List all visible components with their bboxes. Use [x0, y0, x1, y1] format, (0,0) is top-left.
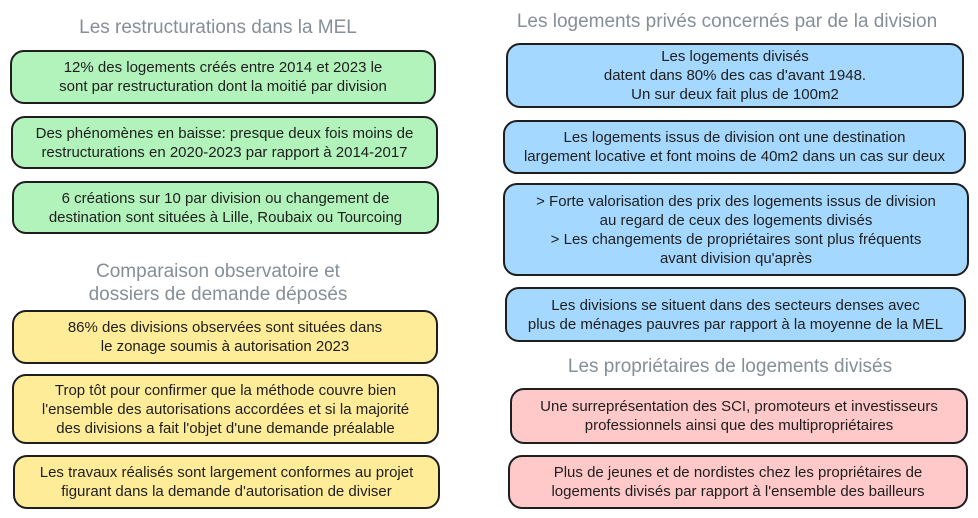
finding-box: Plus de jeunes et de nordistes chez les …: [508, 455, 968, 509]
finding-box: Des phénomènes en baisse: presque deux f…: [11, 116, 438, 169]
finding-box: Trop tôt pour confirmer que la méthode c…: [12, 374, 439, 444]
finding-box: 6 créations sur 10 par division ou chang…: [12, 181, 439, 234]
finding-box: Les logements issus de division ont une …: [503, 120, 966, 174]
section-title-comparaison: Comparaison observatoire et dossiers de …: [88, 261, 348, 305]
finding-box: 12% des logements créés entre 2014 et 20…: [10, 50, 436, 104]
finding-box: > Forte valorisation des prix des logeme…: [503, 183, 969, 276]
finding-box: Les travaux réalisés sont largement conf…: [13, 455, 440, 509]
section-title-proprietaires: Les propriétaires de logements divisés: [567, 356, 893, 377]
finding-box: Les divisions se situent dans des secteu…: [505, 287, 966, 342]
section-title-logements-prives: Les logements privés concernés par de la…: [516, 11, 938, 32]
finding-box: Les logements divisés datent dans 80% de…: [506, 43, 964, 108]
finding-box: Une surreprésentation des SCI, promoteur…: [510, 388, 968, 444]
finding-box: 86% des divisions observées sont situées…: [12, 310, 438, 364]
section-title-restructurations: Les restructurations dans la MEL: [79, 17, 357, 38]
